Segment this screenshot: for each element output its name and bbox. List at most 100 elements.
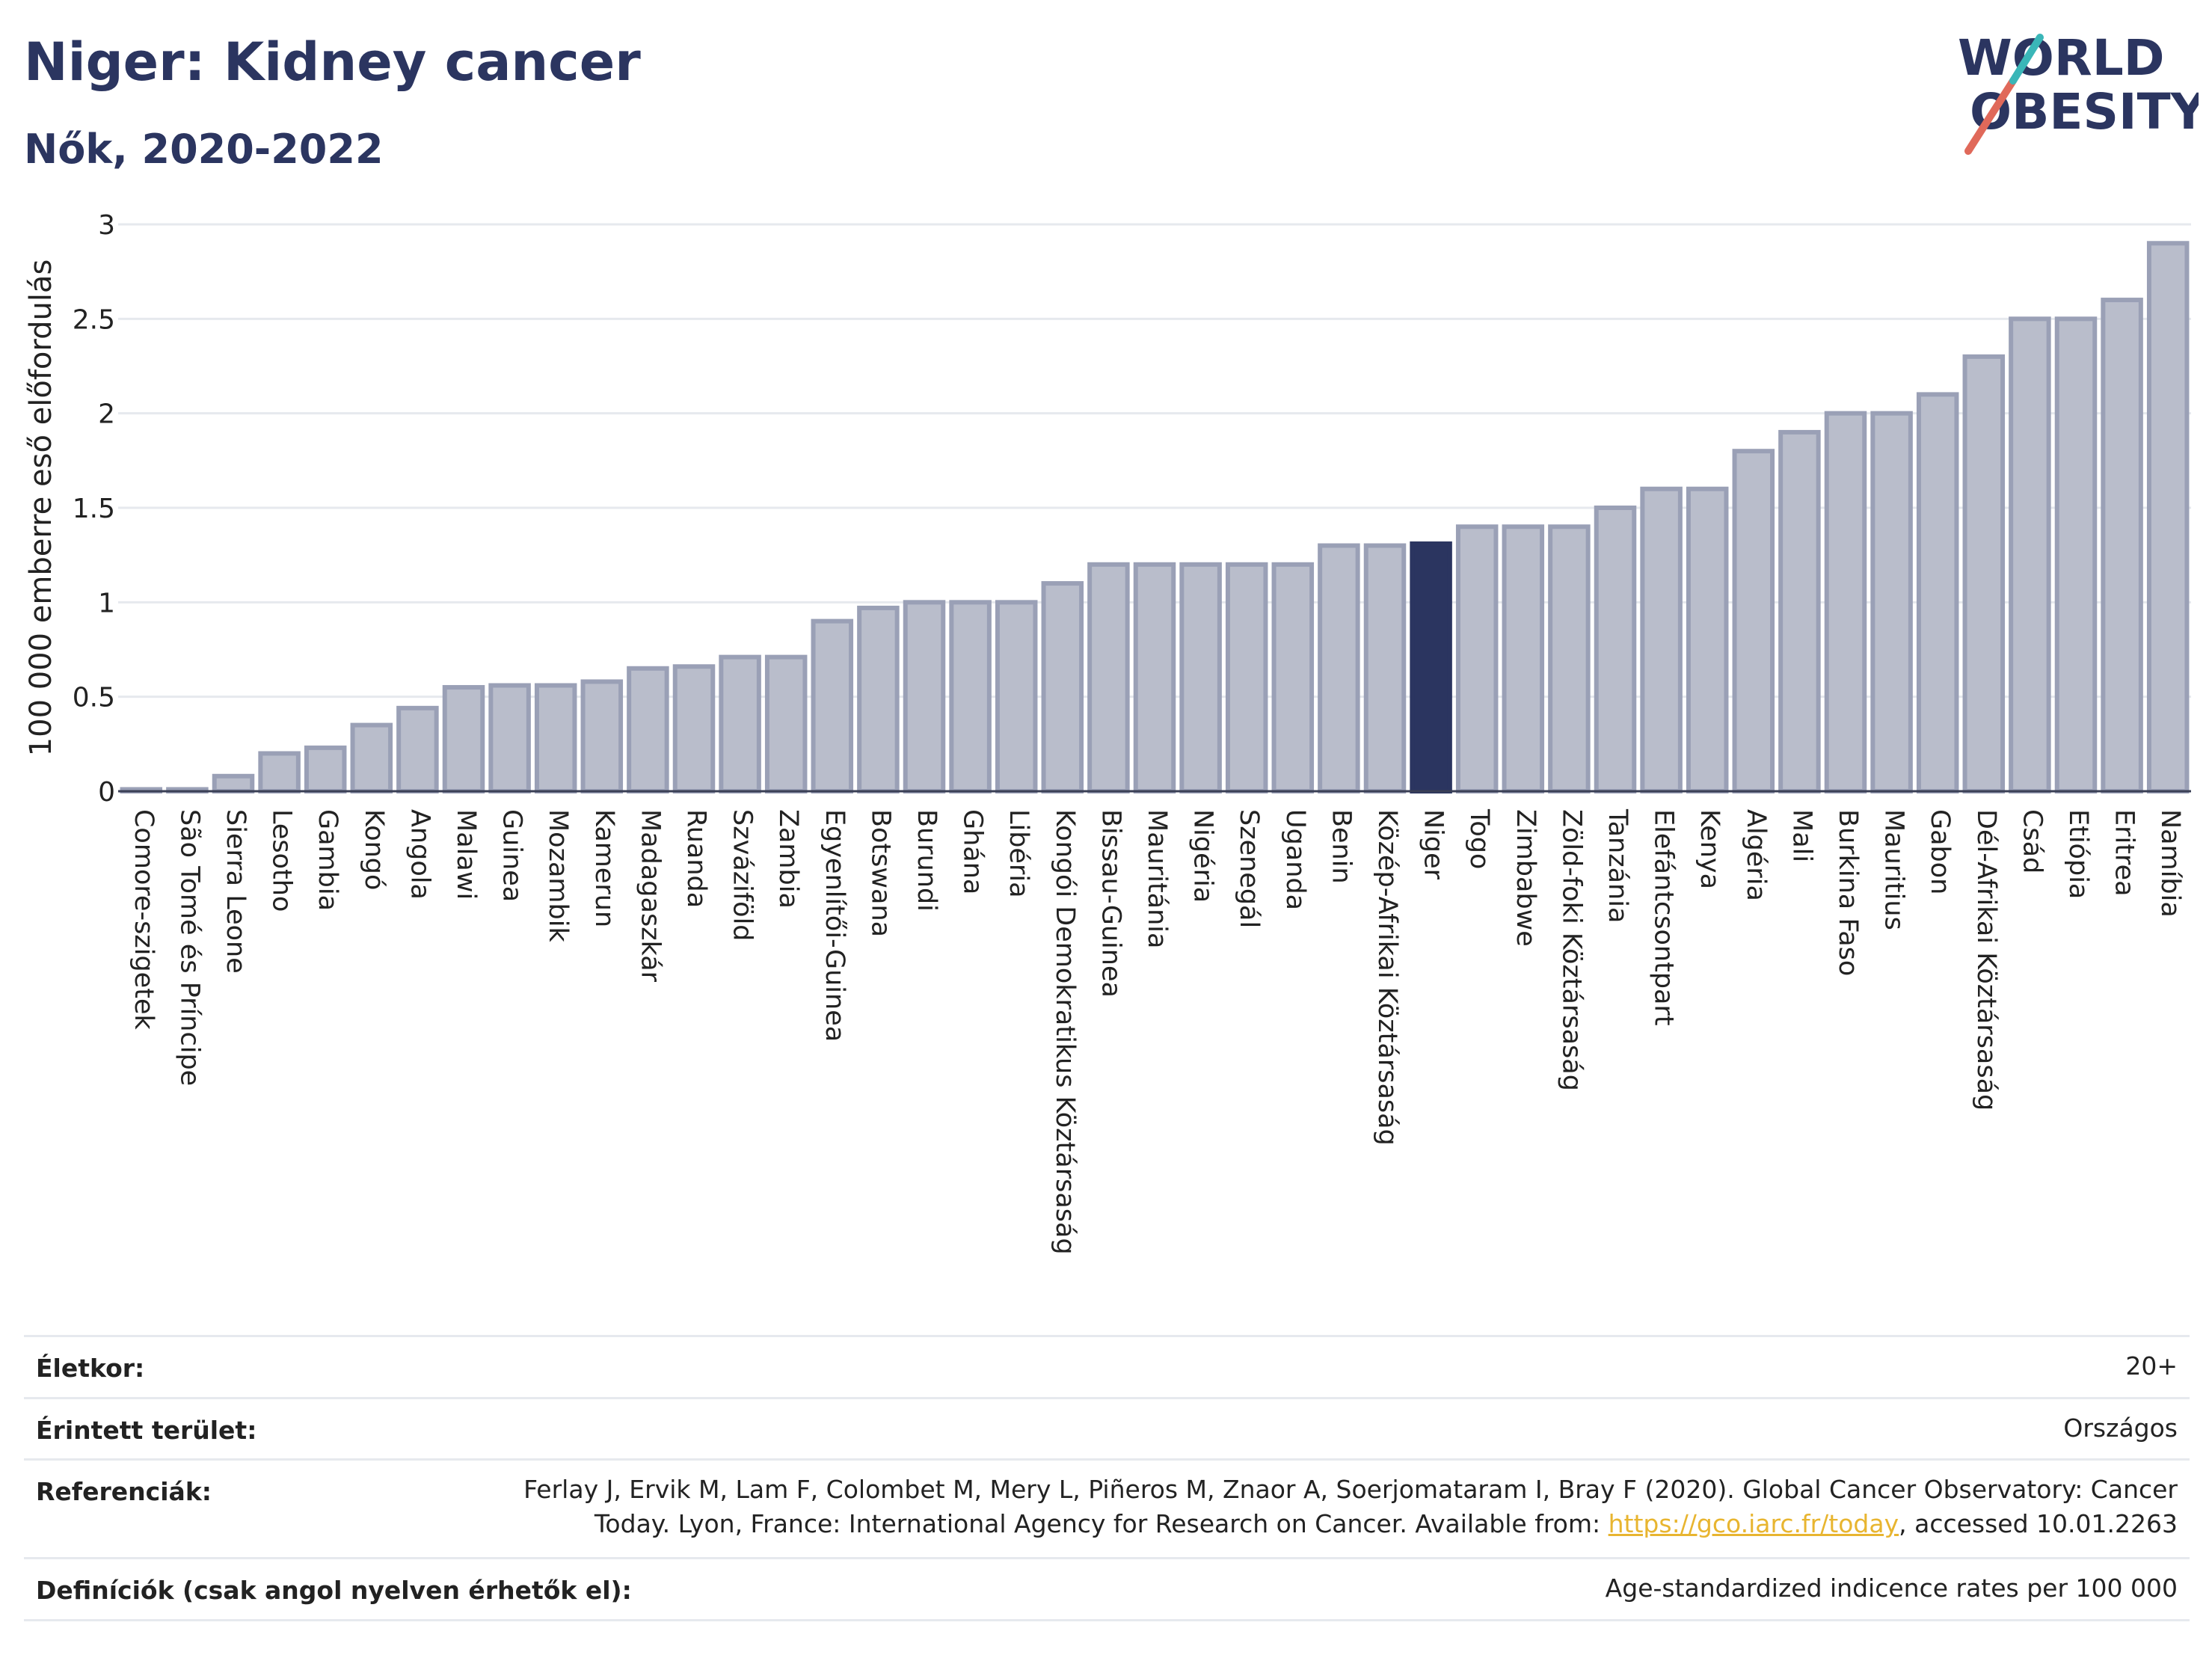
bar <box>1732 449 1775 793</box>
area-label: Érintett terület: <box>36 1416 257 1445</box>
bar <box>442 685 485 793</box>
x-tick-labels: Comore-szigetek São Tomé és Príncipe Sierr… <box>129 808 2185 1255</box>
x-tick-label: Mauritius <box>1879 809 1909 930</box>
bar <box>1502 524 1545 793</box>
x-tick-label: Ruanda <box>681 809 711 908</box>
references-link[interactable]: https://gco.iarc.fr/today <box>1608 1509 1899 1538</box>
y-tick-labels: 0 0.5 1 1.5 2 2.5 3 <box>73 210 115 808</box>
bar <box>350 722 393 793</box>
bar <box>903 600 946 793</box>
age-label: Életkor: <box>36 1354 145 1383</box>
x-tick-label: Kongó <box>359 809 389 890</box>
bar <box>1686 486 1729 793</box>
bar <box>580 679 624 793</box>
x-tick-label: Guinea <box>497 809 527 902</box>
x-tick-label: Gambia <box>313 809 342 911</box>
bar <box>1455 524 1499 793</box>
age-value: 20+ <box>2125 1351 2178 1381</box>
x-tick-label: Gabon <box>1925 809 1955 894</box>
bar <box>1962 354 2006 794</box>
y-tick-label: 2 <box>98 399 115 430</box>
bar <box>1824 411 1867 794</box>
bar <box>1363 543 1407 793</box>
x-tick-label: Botswana <box>865 809 895 937</box>
x-tick-label: Tanzánia <box>1603 808 1632 923</box>
x-tick-label: Közép-Afrikai Köztársaság <box>1372 809 1402 1146</box>
bar <box>1225 562 1268 793</box>
x-tick-label: Ghána <box>958 809 988 894</box>
x-tick-label: Dél-Afrikai Köztársaság <box>1971 809 2001 1111</box>
x-tick-label: Lesotho <box>267 809 297 912</box>
references-label: Referenciák: <box>36 1477 212 1506</box>
bar <box>1133 562 1176 793</box>
x-tick-label: Comore-szigetek <box>129 809 159 1030</box>
x-tick-label: Kenya <box>1695 809 1724 889</box>
x-tick-label: Libéria <box>1004 809 1033 898</box>
x-tick-label: Togo <box>1464 808 1494 869</box>
info-row-references: Referenciák: Ferlay J, Ervik M, Lam F, C… <box>24 1458 2190 1556</box>
info-row-area: Érintett terület: Országos <box>24 1397 2190 1459</box>
y-tick-label: 3 <box>98 210 115 241</box>
bars <box>120 241 2190 794</box>
x-tick-label: Burkina Faso <box>1833 809 1863 976</box>
x-tick-label: Namíbia <box>2155 809 2185 918</box>
x-tick-label: Elefántcsontpart <box>1649 809 1679 1026</box>
bar <box>627 666 669 793</box>
y-axis-label: 100 000 emberre eső előfordulás <box>24 260 58 757</box>
x-tick-label: Nigéria <box>1188 809 1218 903</box>
bar <box>2009 316 2051 794</box>
bar <box>1087 562 1130 793</box>
bar <box>764 654 808 794</box>
x-tick-label: Algéria <box>1741 809 1771 901</box>
area-value: Országos <box>2063 1413 2178 1443</box>
x-tick-label: Benin <box>1326 809 1356 884</box>
bar <box>857 605 900 793</box>
x-tick-label: Burundi <box>912 809 941 912</box>
bar <box>719 654 761 794</box>
y-tick-label: 1 <box>98 588 115 618</box>
x-tick-label: Angola <box>405 809 434 900</box>
bar <box>1870 411 1913 794</box>
x-tick-label: Etiópia <box>2063 809 2093 899</box>
bar <box>488 683 531 793</box>
bar <box>1041 581 1084 793</box>
bar <box>949 600 992 793</box>
x-tick-label: Zimbabwe <box>1511 809 1540 947</box>
x-tick-label: Mali <box>1787 809 1816 862</box>
bar <box>1410 541 1452 793</box>
bar <box>1179 562 1222 793</box>
definitions-label: Definíciók (csak angol nyelven érhetők e… <box>36 1576 632 1605</box>
world-obesity-logo: WORLD OBESITY <box>1958 29 2199 155</box>
x-tick-label: Csád <box>2017 809 2047 873</box>
x-tick-label: Kongói Demokratikus Köztársaság <box>1050 809 1080 1255</box>
bar-chart: 0 0.5 1 1.5 2 2.5 3 Comore-szigetek São Tomé és… <box>24 210 2191 1255</box>
bar <box>1318 543 1360 793</box>
x-tick-label: Mauritánia <box>1142 809 1172 948</box>
bar <box>1640 486 1683 793</box>
references-line-2: Today. Lyon, France: International Agenc… <box>523 1507 2178 1541</box>
x-tick-label: Sierra Leone <box>221 809 251 974</box>
chart-subtitle: Nők, 2020-2022 <box>24 126 384 173</box>
bar <box>1594 506 1637 793</box>
x-tick-label: Madagaszkár <box>635 809 665 983</box>
logo-line-world: WORLD <box>1958 29 2165 87</box>
references-accessed: , accessed 10.01.2263 <box>1899 1509 2178 1538</box>
y-tick-label: 0 <box>98 777 115 808</box>
bar <box>258 751 301 794</box>
bar <box>672 664 716 793</box>
x-tick-label: Uganda <box>1280 809 1310 910</box>
x-tick-label: Szenegál <box>1234 809 1264 928</box>
references-line-2-text: Today. Lyon, France: International Agenc… <box>594 1509 1609 1538</box>
bar <box>1778 429 1821 794</box>
logo-slash-teal <box>2009 34 2044 85</box>
bar <box>995 600 1038 793</box>
bar <box>1271 562 1315 793</box>
bar <box>396 705 439 793</box>
bar <box>811 618 854 793</box>
bar <box>2101 298 2143 794</box>
x-tick-label: Malawi <box>451 809 481 900</box>
y-tick-label: 2.5 <box>73 304 115 335</box>
x-tick-label: Mozambik <box>543 809 573 942</box>
x-tick-label: Eritrea <box>2110 809 2139 897</box>
bar <box>1916 392 1959 793</box>
